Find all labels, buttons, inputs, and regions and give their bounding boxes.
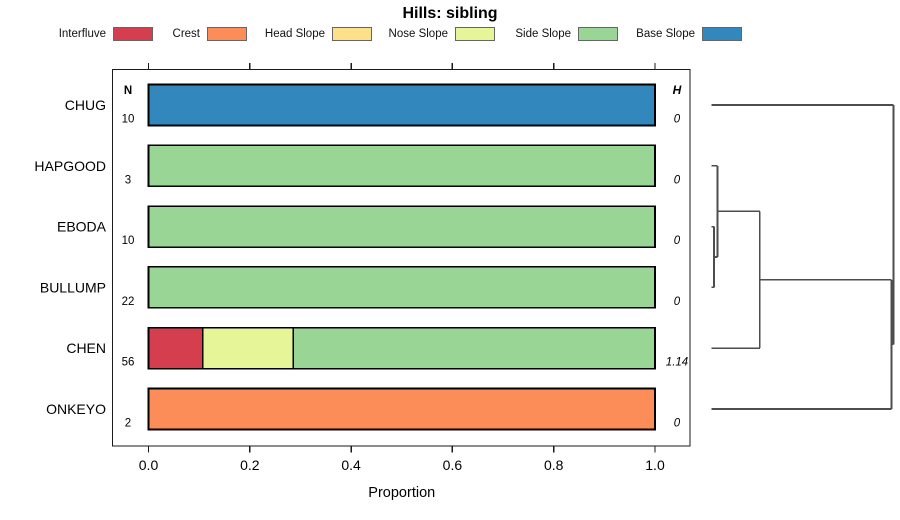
- n-value-bullump: 22: [122, 296, 135, 308]
- bar-segment-chen-interfluve: [147, 326, 204, 370]
- h-value-bullump: 0: [674, 296, 681, 308]
- x-tick-label: 1.0: [645, 457, 665, 473]
- bar-segment-bullump-side-slope: [147, 266, 656, 309]
- bar-segment-hapgood-side-slope: [147, 144, 656, 188]
- x-tick-label: 0.8: [544, 457, 564, 473]
- n-value-chen: 56: [122, 357, 135, 369]
- legend-label-nose-slope: Nose Slope: [388, 28, 448, 40]
- x-tick-label: 0.6: [443, 457, 463, 473]
- h-value-hapgood: 0: [674, 174, 681, 186]
- plot-box: [111, 68, 691, 447]
- bar-segment-chen-side-slope: [292, 326, 656, 370]
- legend-swatch-crest: [207, 27, 247, 41]
- bar-segment-onkeyo-crest: [147, 387, 656, 431]
- bar-segment-chug-base-slope: [147, 83, 656, 127]
- legend-swatch-head-slope: [332, 27, 372, 41]
- legend-label-base-slope: Base Slope: [636, 28, 695, 40]
- legend-label-side-slope: Side Slope: [515, 28, 571, 40]
- h-value-chug: 0: [674, 114, 681, 126]
- x-axis-label: Proportion: [368, 485, 435, 501]
- category-label-chug: CHUG: [65, 97, 106, 113]
- legend-swatch-nose-slope: [455, 27, 495, 41]
- legend-label-crest: Crest: [172, 28, 200, 40]
- h-value-eboda: 0: [674, 235, 681, 247]
- x-tick-label: 0.2: [240, 457, 260, 473]
- n-value-chug: 10: [122, 114, 135, 126]
- legend-label-head-slope: Head Slope: [264, 28, 325, 40]
- category-label-bullump: BULLUMP: [40, 279, 106, 295]
- n-column-header: N: [124, 85, 132, 97]
- bar-segment-eboda-side-slope: [147, 205, 656, 248]
- category-label-onkeyo: ONKEYO: [46, 401, 106, 417]
- legend-label-interfluve: Interfluve: [58, 28, 106, 40]
- x-tick-label: 0.4: [341, 457, 361, 473]
- h-value-chen: 1.14: [666, 357, 688, 369]
- h-column-header: H: [673, 83, 682, 97]
- bar-segment-chen-nose-slope: [201, 326, 295, 370]
- n-value-hapgood: 3: [125, 174, 131, 186]
- n-value-eboda: 10: [122, 235, 135, 247]
- category-label-eboda: EBODA: [57, 219, 107, 235]
- category-label-hapgood: HAPGOOD: [34, 158, 106, 174]
- category-label-chen: CHEN: [66, 340, 106, 356]
- legend-swatch-interfluve: [113, 27, 153, 41]
- x-tick-label: 0.0: [139, 457, 159, 473]
- chart-title: Hills: sibling: [402, 5, 498, 22]
- legend-swatch-base-slope: [702, 27, 742, 41]
- h-value-onkeyo: 0: [674, 418, 681, 430]
- n-value-onkeyo: 2: [125, 418, 131, 430]
- legend-swatch-side-slope: [578, 27, 618, 41]
